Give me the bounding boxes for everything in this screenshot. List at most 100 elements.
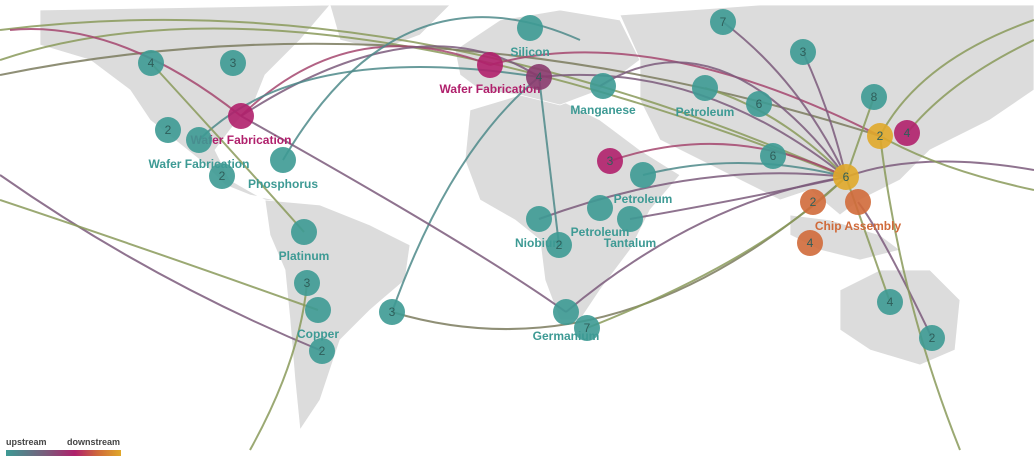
legend-upstream: upstream: [6, 437, 47, 447]
flow-arc: [802, 51, 847, 178]
node: [877, 289, 903, 315]
node-count: 3: [607, 154, 614, 168]
node: [553, 299, 579, 325]
legend-downstream: downstream: [67, 437, 120, 447]
flow-arc: [0, 174, 323, 352]
node-label: Petroleum: [571, 225, 630, 239]
flow-arc: [0, 18, 847, 178]
node: [526, 64, 552, 90]
legend-gradient: [6, 450, 121, 456]
flow-arc: [0, 199, 319, 311]
flow-arc: [704, 87, 847, 178]
flow-arc: [845, 160, 1034, 178]
node-label: Tantalum: [604, 236, 656, 250]
flow-arc: [240, 45, 491, 117]
node: [746, 91, 772, 117]
node-count: 2: [877, 129, 884, 143]
flow-arc: [722, 21, 847, 178]
node: [790, 39, 816, 65]
node: [800, 189, 826, 215]
node-label: Wafer Fabrication: [440, 82, 541, 96]
node-label: Copper: [297, 327, 339, 341]
node-count: 4: [148, 56, 155, 70]
node: [270, 147, 296, 173]
node-count: 2: [556, 238, 563, 252]
node: [597, 148, 623, 174]
node-count: 4: [536, 70, 543, 84]
node: [220, 50, 246, 76]
node-label: Phosphorus: [248, 177, 318, 191]
node-count: 3: [304, 276, 311, 290]
flow-arc: [538, 76, 560, 246]
node-count: 3: [389, 305, 396, 319]
node-label: Wafer Fabrication: [191, 133, 292, 147]
flow-arc: [538, 172, 847, 220]
flow-arc: [845, 96, 875, 178]
flow-arc: [240, 115, 567, 313]
node: [692, 75, 718, 101]
node-count: 2: [219, 169, 226, 183]
node: [155, 117, 181, 143]
node-count: 7: [584, 321, 591, 335]
node: [894, 120, 920, 146]
flow-arc: [642, 161, 847, 178]
node-count: 6: [756, 97, 763, 111]
node: [305, 297, 331, 323]
node: [590, 73, 616, 99]
node: [617, 206, 643, 232]
flow-arc: [879, 135, 961, 451]
node: [587, 195, 613, 221]
node-count: 3: [800, 45, 807, 59]
node-count: 4: [807, 236, 814, 250]
node-label: Chip Assembly: [815, 219, 902, 233]
node-label: Petroleum: [676, 105, 735, 119]
flow-arc: [879, 19, 1034, 137]
flow-arc: [150, 62, 305, 233]
node: [574, 315, 600, 341]
node: [186, 127, 212, 153]
legend: upstream downstream: [6, 437, 121, 456]
node-label: Platinum: [279, 249, 330, 263]
node-count: 2: [810, 195, 817, 209]
node-label: Petroleum: [614, 192, 673, 206]
node: [760, 143, 786, 169]
flow-arc: [906, 39, 1034, 134]
node: [477, 52, 503, 78]
node-label: Silicon: [510, 45, 549, 59]
node: [867, 123, 893, 149]
flow-arc: [391, 76, 540, 313]
node-label: Manganese: [570, 103, 636, 117]
node-count: 3: [230, 56, 237, 70]
node: [919, 325, 945, 351]
node: [517, 15, 543, 41]
node-count: 4: [887, 295, 894, 309]
node-label: Wafer Fabrication: [149, 157, 250, 171]
node: [209, 163, 235, 189]
node: [526, 206, 552, 232]
flow-arc: [489, 51, 881, 137]
flow-arc: [249, 282, 308, 451]
node: [138, 50, 164, 76]
flow-arc: [879, 135, 1034, 191]
node-count: 6: [770, 149, 777, 163]
node: [291, 219, 317, 245]
node: [546, 232, 572, 258]
node: [861, 84, 887, 110]
node-count: 4: [904, 126, 911, 140]
flow-arc: [609, 142, 847, 178]
node: [710, 9, 736, 35]
flow-arc: [9, 28, 242, 117]
node: [294, 270, 320, 296]
node: [379, 299, 405, 325]
node: [228, 103, 254, 129]
node: [845, 189, 871, 215]
node-count: 6: [843, 170, 850, 184]
node: [833, 164, 859, 190]
node: [797, 230, 823, 256]
flow-arc: [629, 176, 847, 220]
node-count: 2: [929, 331, 936, 345]
node-count: 8: [871, 90, 878, 104]
node: [309, 338, 335, 364]
